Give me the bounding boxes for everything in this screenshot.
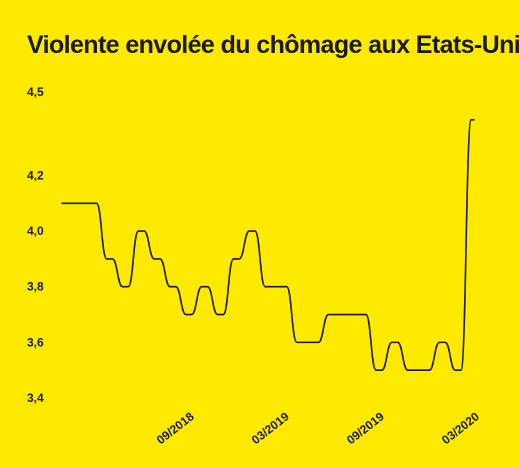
data-point bbox=[218, 313, 222, 317]
data-point bbox=[76, 201, 80, 205]
x-tick-label: 09/2018 bbox=[154, 409, 197, 447]
chart-title: Violente envolée du chômage aux Etats-Un… bbox=[27, 31, 520, 59]
data-point bbox=[234, 257, 238, 261]
data-point bbox=[155, 257, 159, 261]
x-tick-label: 09/2019 bbox=[344, 409, 387, 447]
data-point bbox=[314, 340, 318, 344]
x-tick-label: 03/2019 bbox=[249, 409, 292, 447]
data-point bbox=[266, 285, 270, 289]
y-tick-label: 3,4 bbox=[27, 391, 44, 405]
y-tick-label: 4,5 bbox=[27, 85, 44, 99]
data-point bbox=[329, 313, 333, 317]
y-tick-label: 3,8 bbox=[27, 280, 44, 294]
data-point bbox=[377, 368, 381, 372]
data-point bbox=[123, 285, 127, 289]
data-points bbox=[60, 118, 476, 372]
data-point bbox=[108, 257, 112, 261]
data-point bbox=[250, 229, 254, 233]
y-tick-label: 4,0 bbox=[27, 224, 44, 238]
x-tick-label: 03/2020 bbox=[439, 409, 482, 447]
y-tick-label: 3,6 bbox=[27, 335, 44, 349]
data-point bbox=[92, 201, 96, 205]
data-point bbox=[345, 313, 349, 317]
data-point bbox=[139, 229, 143, 233]
data-point bbox=[203, 285, 207, 289]
data-point bbox=[456, 368, 460, 372]
data-point bbox=[171, 285, 175, 289]
data-point bbox=[187, 313, 191, 317]
y-tick-label: 4,2 bbox=[27, 168, 44, 182]
data-point bbox=[393, 340, 397, 344]
x-axis: 09/2018 03/2019 09/2019 03/2020 bbox=[154, 409, 482, 447]
data-point bbox=[472, 118, 476, 122]
data-point bbox=[361, 313, 365, 317]
y-axis: 4,5 4,2 4,0 3,8 3,6 3,4 bbox=[27, 85, 44, 405]
data-point bbox=[282, 285, 286, 289]
data-point bbox=[409, 368, 413, 372]
data-point bbox=[60, 201, 64, 205]
data-point bbox=[298, 340, 302, 344]
unemployment-line bbox=[61, 119, 475, 371]
data-point bbox=[424, 368, 428, 372]
data-point bbox=[440, 340, 444, 344]
